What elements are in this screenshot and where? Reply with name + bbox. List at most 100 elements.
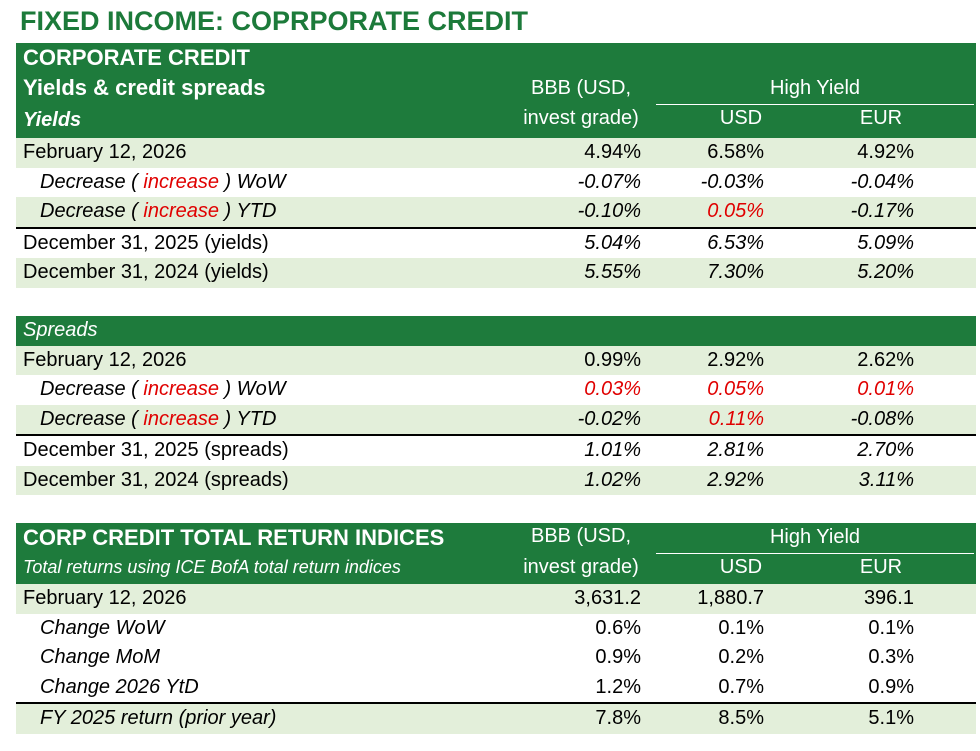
- table-row: December 31, 2024 (yields) 5.55% 7.30% 5…: [16, 258, 976, 288]
- row-label: Decrease ( increase ) YTD: [40, 407, 277, 430]
- bbb-value: 7.8%: [595, 707, 641, 729]
- bbb-value: 0.6%: [595, 616, 641, 639]
- table-row: FY 2025 return (prior year) 7.8% 8.5% 5.…: [16, 702, 976, 734]
- section-subtitle: Total returns using ICE BofA total retur…: [23, 557, 401, 577]
- table-row: February 12, 2026 3,631.2 1,880.7 396.1: [16, 584, 976, 614]
- eur-header: EUR: [859, 107, 903, 129]
- bbb-value: 1.01%: [584, 439, 641, 461]
- yields-label: Yields: [23, 109, 82, 131]
- yields-header: CORPORATE CREDIT Yields & credit spreads…: [16, 43, 976, 138]
- bbb-header-line2: invest grade): [523, 556, 639, 578]
- bbb-value: 0.99%: [584, 348, 641, 371]
- eur-value: 5.09%: [857, 231, 914, 254]
- eur-value: 5.1%: [868, 707, 914, 729]
- bbb-value: 5.55%: [584, 261, 641, 283]
- row-label: Change MoM: [40, 646, 161, 668]
- row-label: February 12, 2026: [23, 141, 187, 163]
- bbb-value: 1.02%: [584, 468, 641, 491]
- high-yield-header: High Yield: [769, 77, 861, 99]
- usd-value: 0.11%: [708, 407, 764, 430]
- table-row: Change MoM 0.9% 0.2% 0.3%: [16, 643, 976, 673]
- row-label: December 31, 2025 (yields): [23, 231, 269, 254]
- bbb-value: -0.07%: [577, 170, 641, 193]
- table-row: Decrease ( increase ) YTD -0.10% 0.05% -…: [16, 197, 976, 227]
- row-label: December 31, 2025 (spreads): [23, 439, 289, 461]
- usd-value: 0.7%: [718, 675, 764, 698]
- table-row: Decrease ( increase ) YTD -0.02% 0.11% -…: [16, 404, 976, 434]
- eur-value: -0.17%: [850, 200, 914, 222]
- table-row: Change WoW 0.6% 0.1% 0.1%: [16, 613, 976, 643]
- eur-value: 0.01%: [857, 378, 914, 400]
- row-label: Decrease ( increase ) WoW: [40, 170, 286, 193]
- table-row: December 31, 2024 (spreads) 1.02% 2.92% …: [16, 465, 976, 495]
- usd-value: -0.03%: [700, 170, 764, 193]
- section-title: CORPORATE CREDIT: [23, 45, 250, 70]
- usd-value: 6.53%: [707, 231, 764, 254]
- table-row: December 31, 2025 (spreads) 1.01% 2.81% …: [16, 434, 976, 466]
- usd-value: 2.81%: [707, 439, 764, 461]
- eur-value: 0.1%: [868, 616, 914, 639]
- eur-value: -0.08%: [850, 407, 914, 430]
- usd-value: 2.92%: [707, 348, 764, 371]
- eur-value: 0.9%: [868, 675, 914, 698]
- usd-value: 0.2%: [718, 646, 764, 668]
- section-subtitle: Yields & credit spreads: [23, 75, 266, 100]
- bbb-header-line1: BBB (USD,: [530, 525, 632, 547]
- usd-value: 6.58%: [707, 141, 764, 163]
- row-label: December 31, 2024 (spreads): [23, 468, 289, 491]
- usd-value: 2.92%: [707, 468, 764, 491]
- table-row: Decrease ( increase ) WoW -0.07% -0.03% …: [16, 167, 976, 197]
- usd-header: USD: [719, 556, 763, 578]
- yields-table: CORPORATE CREDIT Yields & credit spreads…: [16, 43, 976, 288]
- usd-header: USD: [719, 107, 763, 129]
- high-yield-header: High Yield: [769, 526, 861, 548]
- spreads-header: Spreads: [16, 316, 976, 346]
- row-label: December 31, 2024 (yields): [23, 261, 269, 283]
- bbb-value: 0.9%: [595, 646, 641, 668]
- usd-value: 0.1%: [718, 616, 764, 639]
- usd-value: 0.05%: [707, 200, 764, 222]
- row-label: Change WoW: [40, 616, 165, 639]
- usd-value: 1,880.7: [697, 587, 764, 609]
- row-label: Decrease ( increase ) WoW: [40, 378, 286, 400]
- bbb-header-line1: BBB (USD,: [530, 77, 632, 99]
- bbb-value: 4.94%: [584, 141, 641, 163]
- bbb-value: 3,631.2: [574, 587, 641, 609]
- eur-value: 4.92%: [857, 141, 914, 163]
- table-row: February 12, 2026 0.99% 2.92% 2.62%: [16, 345, 976, 375]
- eur-value: 2.70%: [857, 439, 914, 461]
- bbb-value: -0.10%: [577, 200, 641, 222]
- bbb-value: 5.04%: [584, 231, 641, 254]
- table-row: Decrease ( increase ) WoW 0.03% 0.05% 0.…: [16, 375, 976, 405]
- bbb-header-line2: invest grade): [523, 107, 639, 129]
- section-title: CORP CREDIT TOTAL RETURN INDICES: [23, 525, 445, 550]
- usd-value: 7.30%: [707, 261, 764, 283]
- eur-header: EUR: [859, 556, 903, 578]
- usd-value: 8.5%: [718, 707, 764, 729]
- bbb-value: 1.2%: [595, 675, 641, 698]
- eur-value: 5.20%: [857, 261, 914, 283]
- returns-header: CORP CREDIT TOTAL RETURN INDICES Total r…: [16, 523, 976, 584]
- header-divider: [656, 553, 974, 554]
- eur-value: 396.1: [863, 587, 914, 609]
- header-divider: [656, 104, 974, 105]
- row-label: Change 2026 YtD: [40, 675, 199, 698]
- eur-value: 0.3%: [868, 646, 914, 668]
- row-label: February 12, 2026: [23, 587, 187, 609]
- table-row: February 12, 2026 4.94% 6.58% 4.92%: [16, 138, 976, 168]
- table-row: Change 2026 YtD 1.2% 0.7% 0.9%: [16, 672, 976, 702]
- eur-value: 3.11%: [858, 468, 914, 491]
- eur-value: 2.62%: [857, 348, 914, 371]
- page-title: FIXED INCOME: COPRPORATE CREDIT: [20, 6, 529, 36]
- row-label: February 12, 2026: [23, 348, 187, 371]
- eur-value: -0.04%: [850, 170, 914, 193]
- spreads-table: Spreads February 12, 2026 0.99% 2.92% 2.…: [16, 316, 976, 495]
- row-label: FY 2025 return (prior year): [40, 707, 277, 729]
- table-row: December 31, 2025 (yields) 5.04% 6.53% 5…: [16, 226, 976, 258]
- bbb-value: -0.02%: [577, 407, 641, 430]
- returns-table: CORP CREDIT TOTAL RETURN INDICES Total r…: [16, 523, 976, 734]
- bbb-value: 0.03%: [584, 378, 641, 400]
- spreads-label: Spreads: [23, 319, 98, 341]
- row-label: Decrease ( increase ) YTD: [40, 200, 277, 222]
- usd-value: 0.05%: [707, 378, 764, 400]
